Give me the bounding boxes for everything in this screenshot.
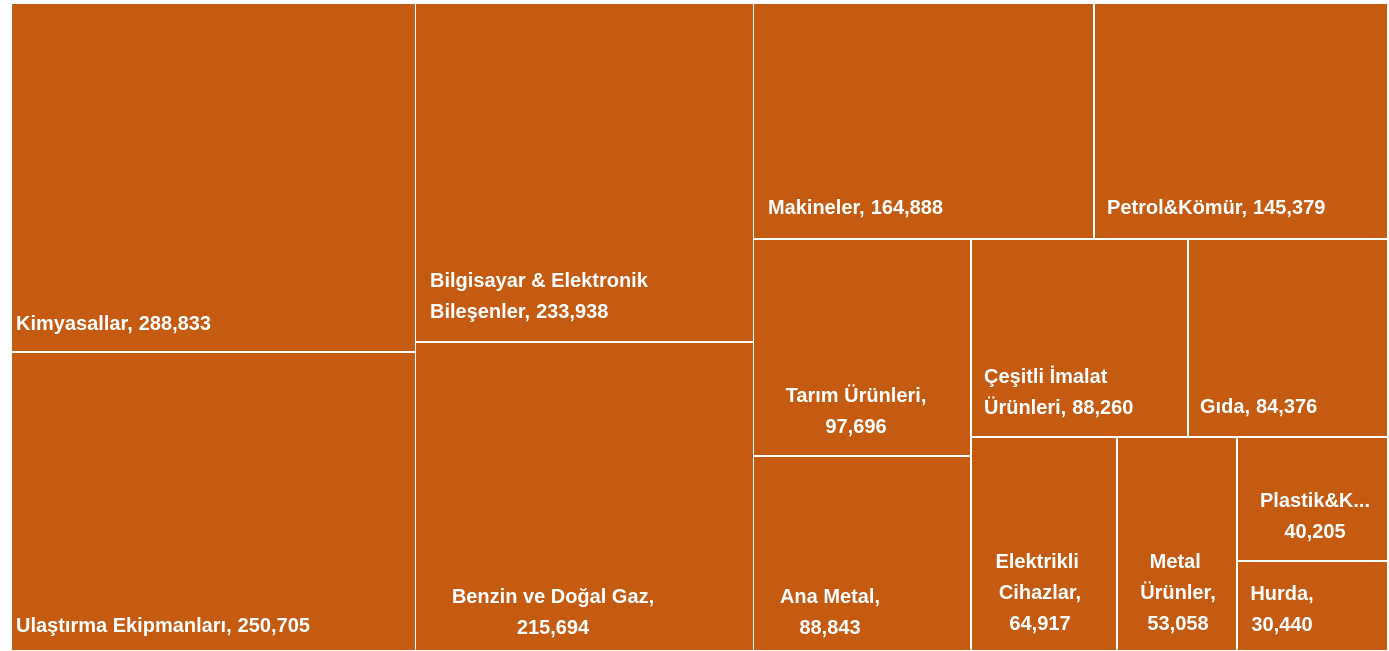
tile — [972, 438, 1116, 650]
tile — [416, 343, 753, 650]
tile-label: Hurda, — [1250, 583, 1313, 605]
tile-label: Elektrikli Cihazlar, — [996, 551, 1085, 604]
value-label: 88,260 — [1072, 397, 1133, 419]
tile — [754, 4, 1093, 238]
tile-label: Çeşitli İmalat Ürünleri, — [984, 365, 1113, 419]
tile-label: Plastik&K... — [1260, 490, 1370, 512]
value-label: 145,379 — [1253, 197, 1325, 219]
value-label: 88,843 — [799, 617, 860, 639]
tile-label: Ulaştırma Ekipmanları, — [16, 615, 232, 637]
tile-label: Benzin ve Doğal Gaz, — [452, 586, 654, 608]
tile-label: Bilgisayar & Elektronik Bileşenler, — [430, 270, 653, 323]
value-label: 215,694 — [517, 617, 590, 639]
tile-label: Metal Ürünler, — [1140, 551, 1216, 604]
value-label: 233,938 — [536, 301, 608, 323]
value-label: 40,205 — [1284, 521, 1345, 543]
value-label: 97,696 — [825, 416, 886, 438]
tile — [1238, 562, 1387, 650]
tile-label: Ana Metal, — [780, 586, 880, 608]
tile — [1095, 4, 1387, 238]
value-label: 288,833 — [139, 313, 211, 335]
value-label: 84,376 — [1256, 396, 1317, 418]
tile — [12, 353, 415, 650]
tile — [416, 4, 753, 341]
tile — [1238, 438, 1387, 560]
tile — [972, 240, 1187, 436]
value-label: 250,705 — [238, 615, 310, 637]
tile-label: Petrol&Kömür, — [1107, 197, 1247, 219]
tile-label: Gıda, — [1200, 396, 1250, 418]
tile — [754, 457, 970, 650]
tile — [754, 240, 970, 455]
tile-label: Kimyasallar, — [16, 313, 133, 335]
tile-label: Makineler, — [768, 197, 865, 219]
tile — [1118, 438, 1236, 650]
value-label: 30,440 — [1251, 614, 1312, 636]
tile — [1189, 240, 1387, 436]
value-label: 64,917 — [1009, 613, 1070, 635]
tile-label: Tarım Ürünleri, — [786, 384, 927, 407]
value-label: 53,058 — [1147, 613, 1208, 635]
tile — [12, 4, 415, 351]
value-label: 164,888 — [871, 197, 943, 219]
